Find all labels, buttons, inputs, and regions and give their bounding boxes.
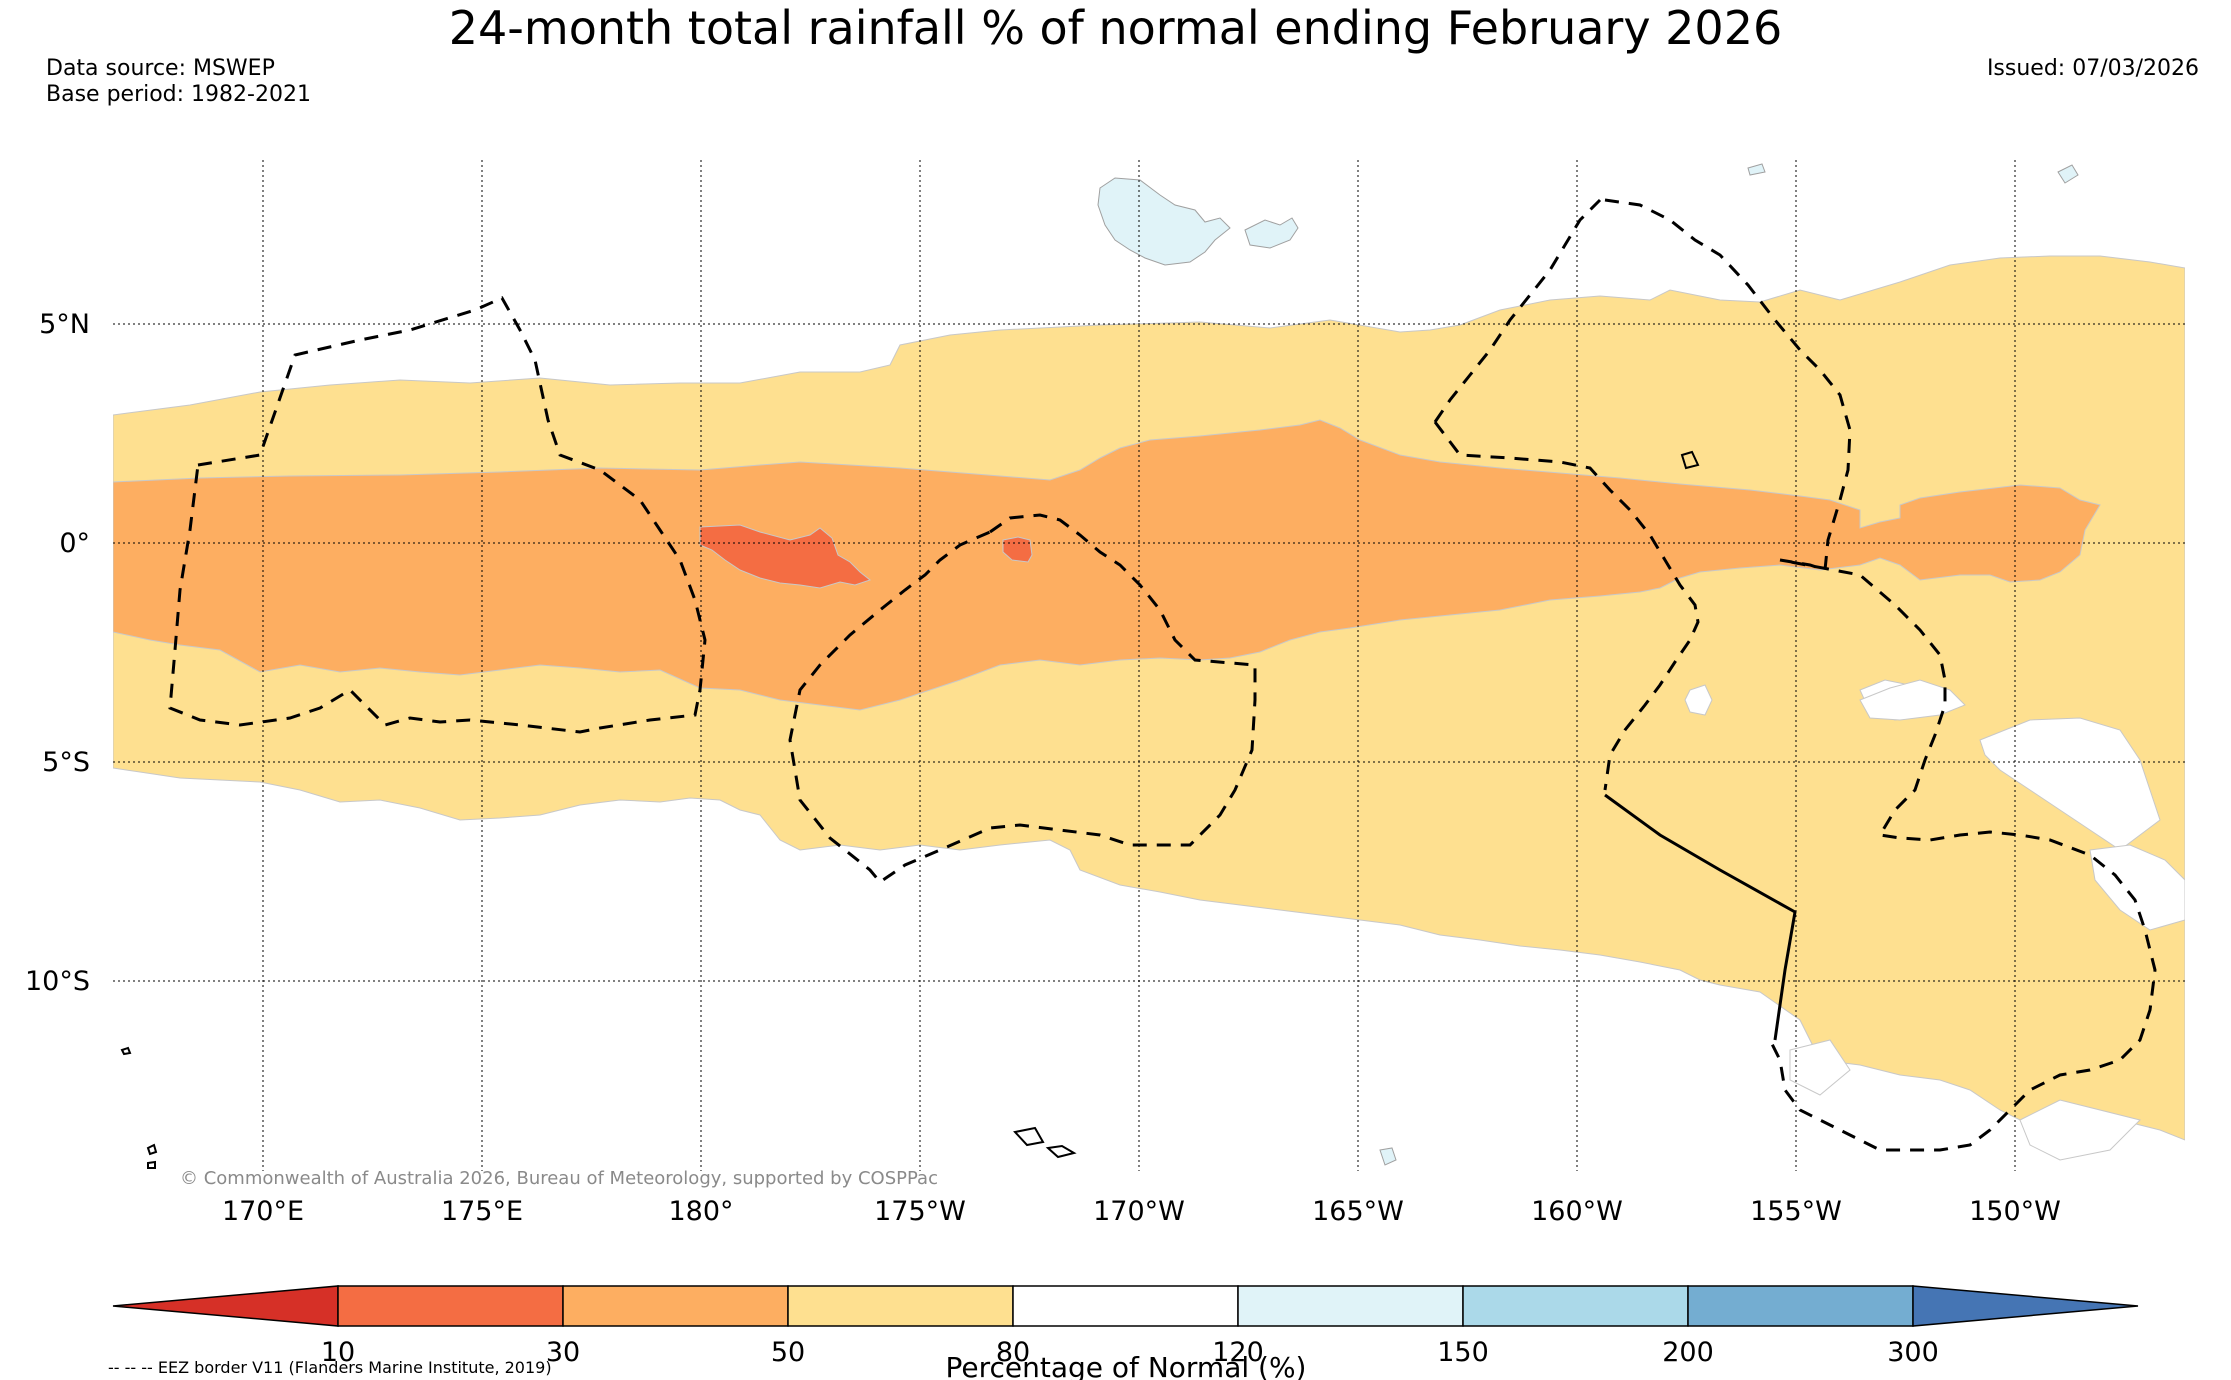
colorbar-title: Percentage of Normal (%) — [946, 1351, 1307, 1380]
rainfall-map-area — [113, 163, 2185, 1166]
colorbar-tick-label: 30 — [546, 1337, 580, 1368]
colorbar-tick-label: 150 — [1437, 1337, 1489, 1368]
lon-tick-label: 175°E — [441, 1196, 523, 1227]
island-outline — [1680, 450, 1700, 470]
colorbar-tick-label: 50 — [771, 1337, 805, 1368]
rainfall-zone-80-120-patch — [1684, 684, 1713, 716]
eez-borders — [168, 198, 2157, 1152]
island-outline — [120, 1046, 132, 1056]
data-source-label: Data source: MSWEP — [46, 56, 275, 81]
rainfall-zone-80-120-patch — [1859, 679, 1966, 721]
eez-border — [168, 296, 707, 734]
lat-tick-label: 0° — [59, 528, 90, 559]
rainfall-zone-80-120-patch — [2089, 844, 2185, 931]
colorbar-extend-high — [1912, 1285, 2139, 1327]
colorbar-bin — [787, 1285, 1014, 1327]
lon-tick-label: 170°W — [1093, 1196, 1185, 1227]
colorbar-tick-label: 80 — [996, 1337, 1030, 1368]
colorbar-bin — [1012, 1285, 1239, 1327]
island-outline — [146, 1143, 158, 1156]
lon-tick-label: 160°W — [1531, 1196, 1623, 1227]
colorbar-tick-label: 200 — [1662, 1337, 1714, 1368]
colorbar-extend-low — [112, 1285, 339, 1327]
lat-tick-label: 5°S — [42, 747, 90, 778]
lat-tick-label: 5°N — [39, 309, 90, 340]
lat-tick-label: 10°S — [25, 966, 90, 997]
rainfall-zone-10-30-main — [699, 524, 872, 589]
lon-tick-label: 155°W — [1750, 1196, 1842, 1227]
eez-border — [1604, 198, 2157, 1152]
colorbar-ticks: 10 30 50 80 120 150 200 300 — [321, 1337, 1939, 1368]
map-title: 24-month total rainfall % of normal endi… — [448, 1, 1783, 55]
rainfall-zone-120-150-patch — [1379, 1147, 1397, 1166]
eez-border-solid — [1604, 793, 1797, 1041]
rainfall-zone-30-50 — [113, 419, 2101, 711]
copyright-note: © Commonwealth of Australia 2026, Bureau… — [180, 1168, 938, 1189]
eez-border — [788, 513, 1257, 885]
lon-tick-label: 175°W — [874, 1196, 966, 1227]
lon-tick-label: 170°E — [222, 1196, 304, 1227]
island-outline — [147, 1160, 156, 1169]
colorbar-bin — [1462, 1285, 1689, 1327]
rainfall-zone-80-120-patch — [1979, 717, 2161, 851]
rainfall-zone-120-150-patch — [1747, 163, 1766, 176]
rainfall-zone-120-150-patch — [1097, 177, 1231, 266]
rainfall-zone-80-120-patch — [2019, 1099, 2141, 1161]
longitude-labels: 170°E 175°E 180° 175°W 170°W 165°W 160°W… — [222, 1196, 2061, 1227]
rainfall-zone-120-150-patch — [2057, 164, 2079, 184]
colorbar-bin — [1687, 1285, 1914, 1327]
colorbar — [112, 1285, 2139, 1327]
colorbar-bin — [562, 1285, 789, 1327]
lon-tick-label: 150°W — [1969, 1196, 2061, 1227]
colorbar-tick-label: 10 — [321, 1337, 355, 1368]
latitude-labels: 5°N 0° 5°S 10°S — [25, 309, 90, 997]
colorbar-bin — [337, 1285, 564, 1327]
issued-date-label: Issued: 07/03/2026 — [1986, 56, 2199, 81]
lon-tick-label: 165°W — [1312, 1196, 1404, 1227]
metadata-left: Data source: MSWEP Base period: 1982-202… — [46, 56, 311, 108]
rainfall-zone-80-120-patch — [1789, 1039, 1851, 1096]
island-outline — [1013, 1126, 1045, 1147]
eez-legend-note: -- -- -- EEZ border V11 (Flanders Marine… — [108, 1358, 552, 1377]
rainfall-zone-120-150-patch — [1244, 217, 1299, 249]
island-outline — [1045, 1144, 1077, 1159]
island-outlines — [120, 450, 1700, 1169]
colorbar-bin — [1237, 1285, 1464, 1327]
base-period-label: Base period: 1982-2021 — [46, 82, 311, 107]
colorbar-tick-label: 300 — [1887, 1337, 1939, 1368]
lon-tick-label: 180° — [668, 1196, 733, 1227]
eez-border — [1433, 421, 1700, 791]
colorbar-tick-label: 120 — [1212, 1337, 1264, 1368]
